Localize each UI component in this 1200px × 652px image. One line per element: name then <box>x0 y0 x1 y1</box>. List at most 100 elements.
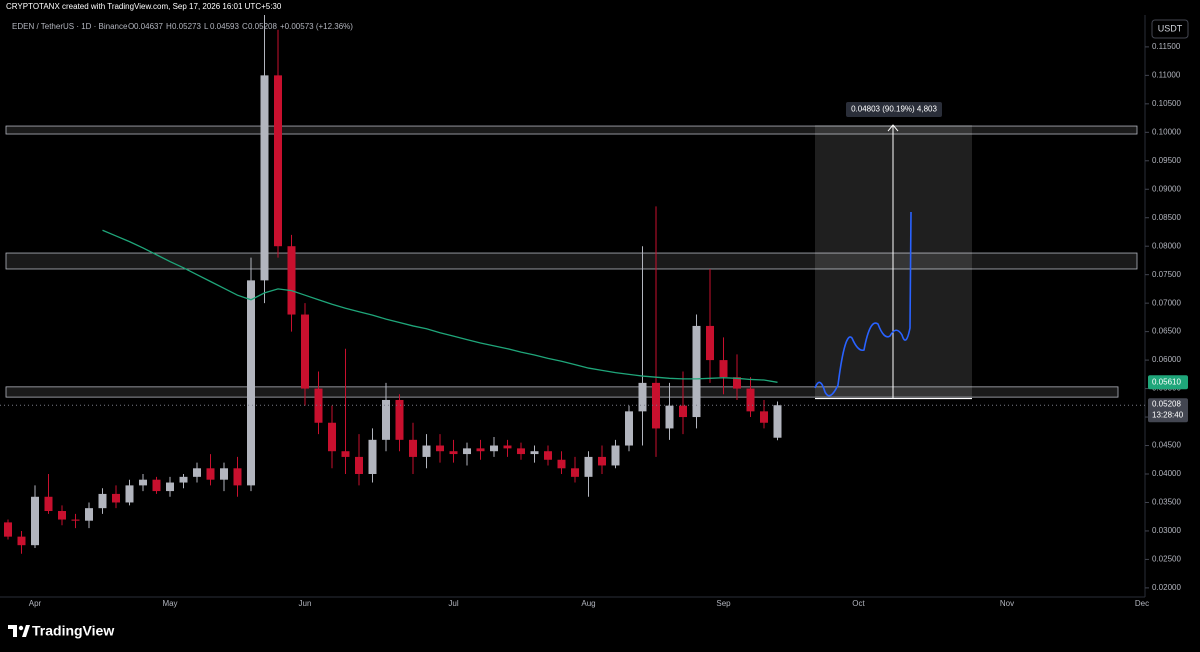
currency-button[interactable] <box>1151 19 1189 39</box>
y-tick-label: 0.11000 <box>1152 70 1181 79</box>
projection-path <box>814 211 912 397</box>
candle-body <box>746 388 755 412</box>
y-tick-label: 0.09000 <box>1152 184 1181 193</box>
candle-body <box>301 314 309 389</box>
price-box <box>1148 398 1188 423</box>
y-tick-label: 0.09500 <box>1152 156 1181 165</box>
candle-body <box>706 325 714 361</box>
y-tick-label: 0.08000 <box>1152 241 1181 250</box>
x-tick-label: Apr <box>29 599 42 608</box>
measure-label-box <box>846 102 942 118</box>
countdown: 13:28:40 <box>1152 410 1184 419</box>
candle-body <box>611 445 620 466</box>
candle-body <box>287 246 296 315</box>
x-tick-label: Jun <box>299 599 312 608</box>
candle-body <box>274 75 282 247</box>
ohlc-value: 0.05208 <box>248 22 277 31</box>
zone <box>5 386 1119 398</box>
x-tick-label: Aug <box>581 599 595 608</box>
y-tick-label: 0.03500 <box>1152 498 1181 507</box>
candle-body <box>382 399 390 440</box>
x-tick-label: Jul <box>448 599 458 608</box>
candle-body <box>31 496 39 546</box>
candle-body <box>166 482 174 492</box>
y-tick-label: 0.02500 <box>1152 555 1181 564</box>
candle-body <box>625 411 633 446</box>
candle-body <box>395 399 404 440</box>
candle-body <box>58 511 66 520</box>
candle-body <box>719 360 728 378</box>
candle-body <box>179 476 188 483</box>
symbol-title: EDEN / TetherUS · 1D · Binance <box>12 22 128 31</box>
candle-body <box>544 451 552 460</box>
candle-body <box>139 479 147 486</box>
currency-label: USDT <box>1158 23 1183 33</box>
ohlc-key: C <box>242 22 248 31</box>
measure-label: 0.04803 (90.19%) 4,803 <box>851 105 937 114</box>
zone <box>5 125 1138 135</box>
credit: CRYPTOTANX created with TradingView.com,… <box>6 2 282 11</box>
candle-body <box>463 448 471 455</box>
candle-body <box>692 325 701 418</box>
y-tick-label: 0.07000 <box>1152 298 1181 307</box>
ohlc-value: 0.04593 <box>210 22 239 31</box>
candle-body <box>679 405 687 418</box>
candle-body <box>490 445 498 452</box>
moving-average <box>102 229 778 383</box>
y-tick-label: 0.02000 <box>1152 583 1181 592</box>
y-tick-label: 0.07500 <box>1152 270 1181 279</box>
candle-body <box>85 508 93 521</box>
candle-body <box>17 536 26 546</box>
candle-body <box>220 468 228 480</box>
ohlc-key: L <box>204 22 209 31</box>
x-tick-label: Dec <box>1135 599 1149 608</box>
candle-body <box>233 468 242 486</box>
candle-body <box>206 468 215 480</box>
candle-body <box>44 496 53 512</box>
ohlc-key: O <box>128 22 134 31</box>
candle-body <box>598 456 606 466</box>
y-tick-label: 0.10000 <box>1152 127 1181 136</box>
candle-body <box>98 493 107 509</box>
ohlc-key: H <box>166 22 172 31</box>
candle-body <box>341 451 350 457</box>
candle-body <box>112 493 120 503</box>
y-tick-label: 0.08500 <box>1152 213 1181 222</box>
candle-body <box>314 388 323 423</box>
candle-body <box>449 451 458 455</box>
y-tick-label: 0.04000 <box>1152 469 1181 478</box>
brand-logo <box>8 625 30 637</box>
x-tick-label: Oct <box>852 599 865 608</box>
candle-body <box>557 459 566 469</box>
candle-body <box>665 405 674 429</box>
ma-price-box <box>1148 375 1188 390</box>
change: +0.00573 (+12.36%) <box>280 22 353 31</box>
candle-body <box>773 405 782 438</box>
arrow-head <box>887 124 899 132</box>
candle-body <box>328 422 336 452</box>
ma-price-label: 0.05610 <box>1152 377 1181 386</box>
candle-body <box>193 468 201 477</box>
y-tick-label: 0.06500 <box>1152 327 1181 336</box>
candle-body <box>584 456 593 477</box>
candle-body <box>733 377 741 389</box>
candle-body <box>368 439 377 474</box>
candle-body <box>503 445 512 449</box>
candle-body <box>422 445 431 457</box>
candle-body <box>517 448 525 455</box>
candle-body <box>530 451 539 455</box>
candle-body <box>409 439 417 457</box>
x-tick-label: May <box>162 599 177 608</box>
y-tick-label: 0.06000 <box>1152 355 1181 364</box>
x-tick-label: Sep <box>716 599 731 608</box>
candle-body <box>436 445 444 452</box>
price-label: 0.05208 <box>1152 399 1181 408</box>
y-tick-label: 0.03000 <box>1152 526 1181 535</box>
candle-body <box>760 411 768 423</box>
ohlc-value: 0.04637 <box>134 22 163 31</box>
candle-body <box>71 519 80 521</box>
candle-body <box>152 479 161 492</box>
candle-body <box>571 468 579 477</box>
